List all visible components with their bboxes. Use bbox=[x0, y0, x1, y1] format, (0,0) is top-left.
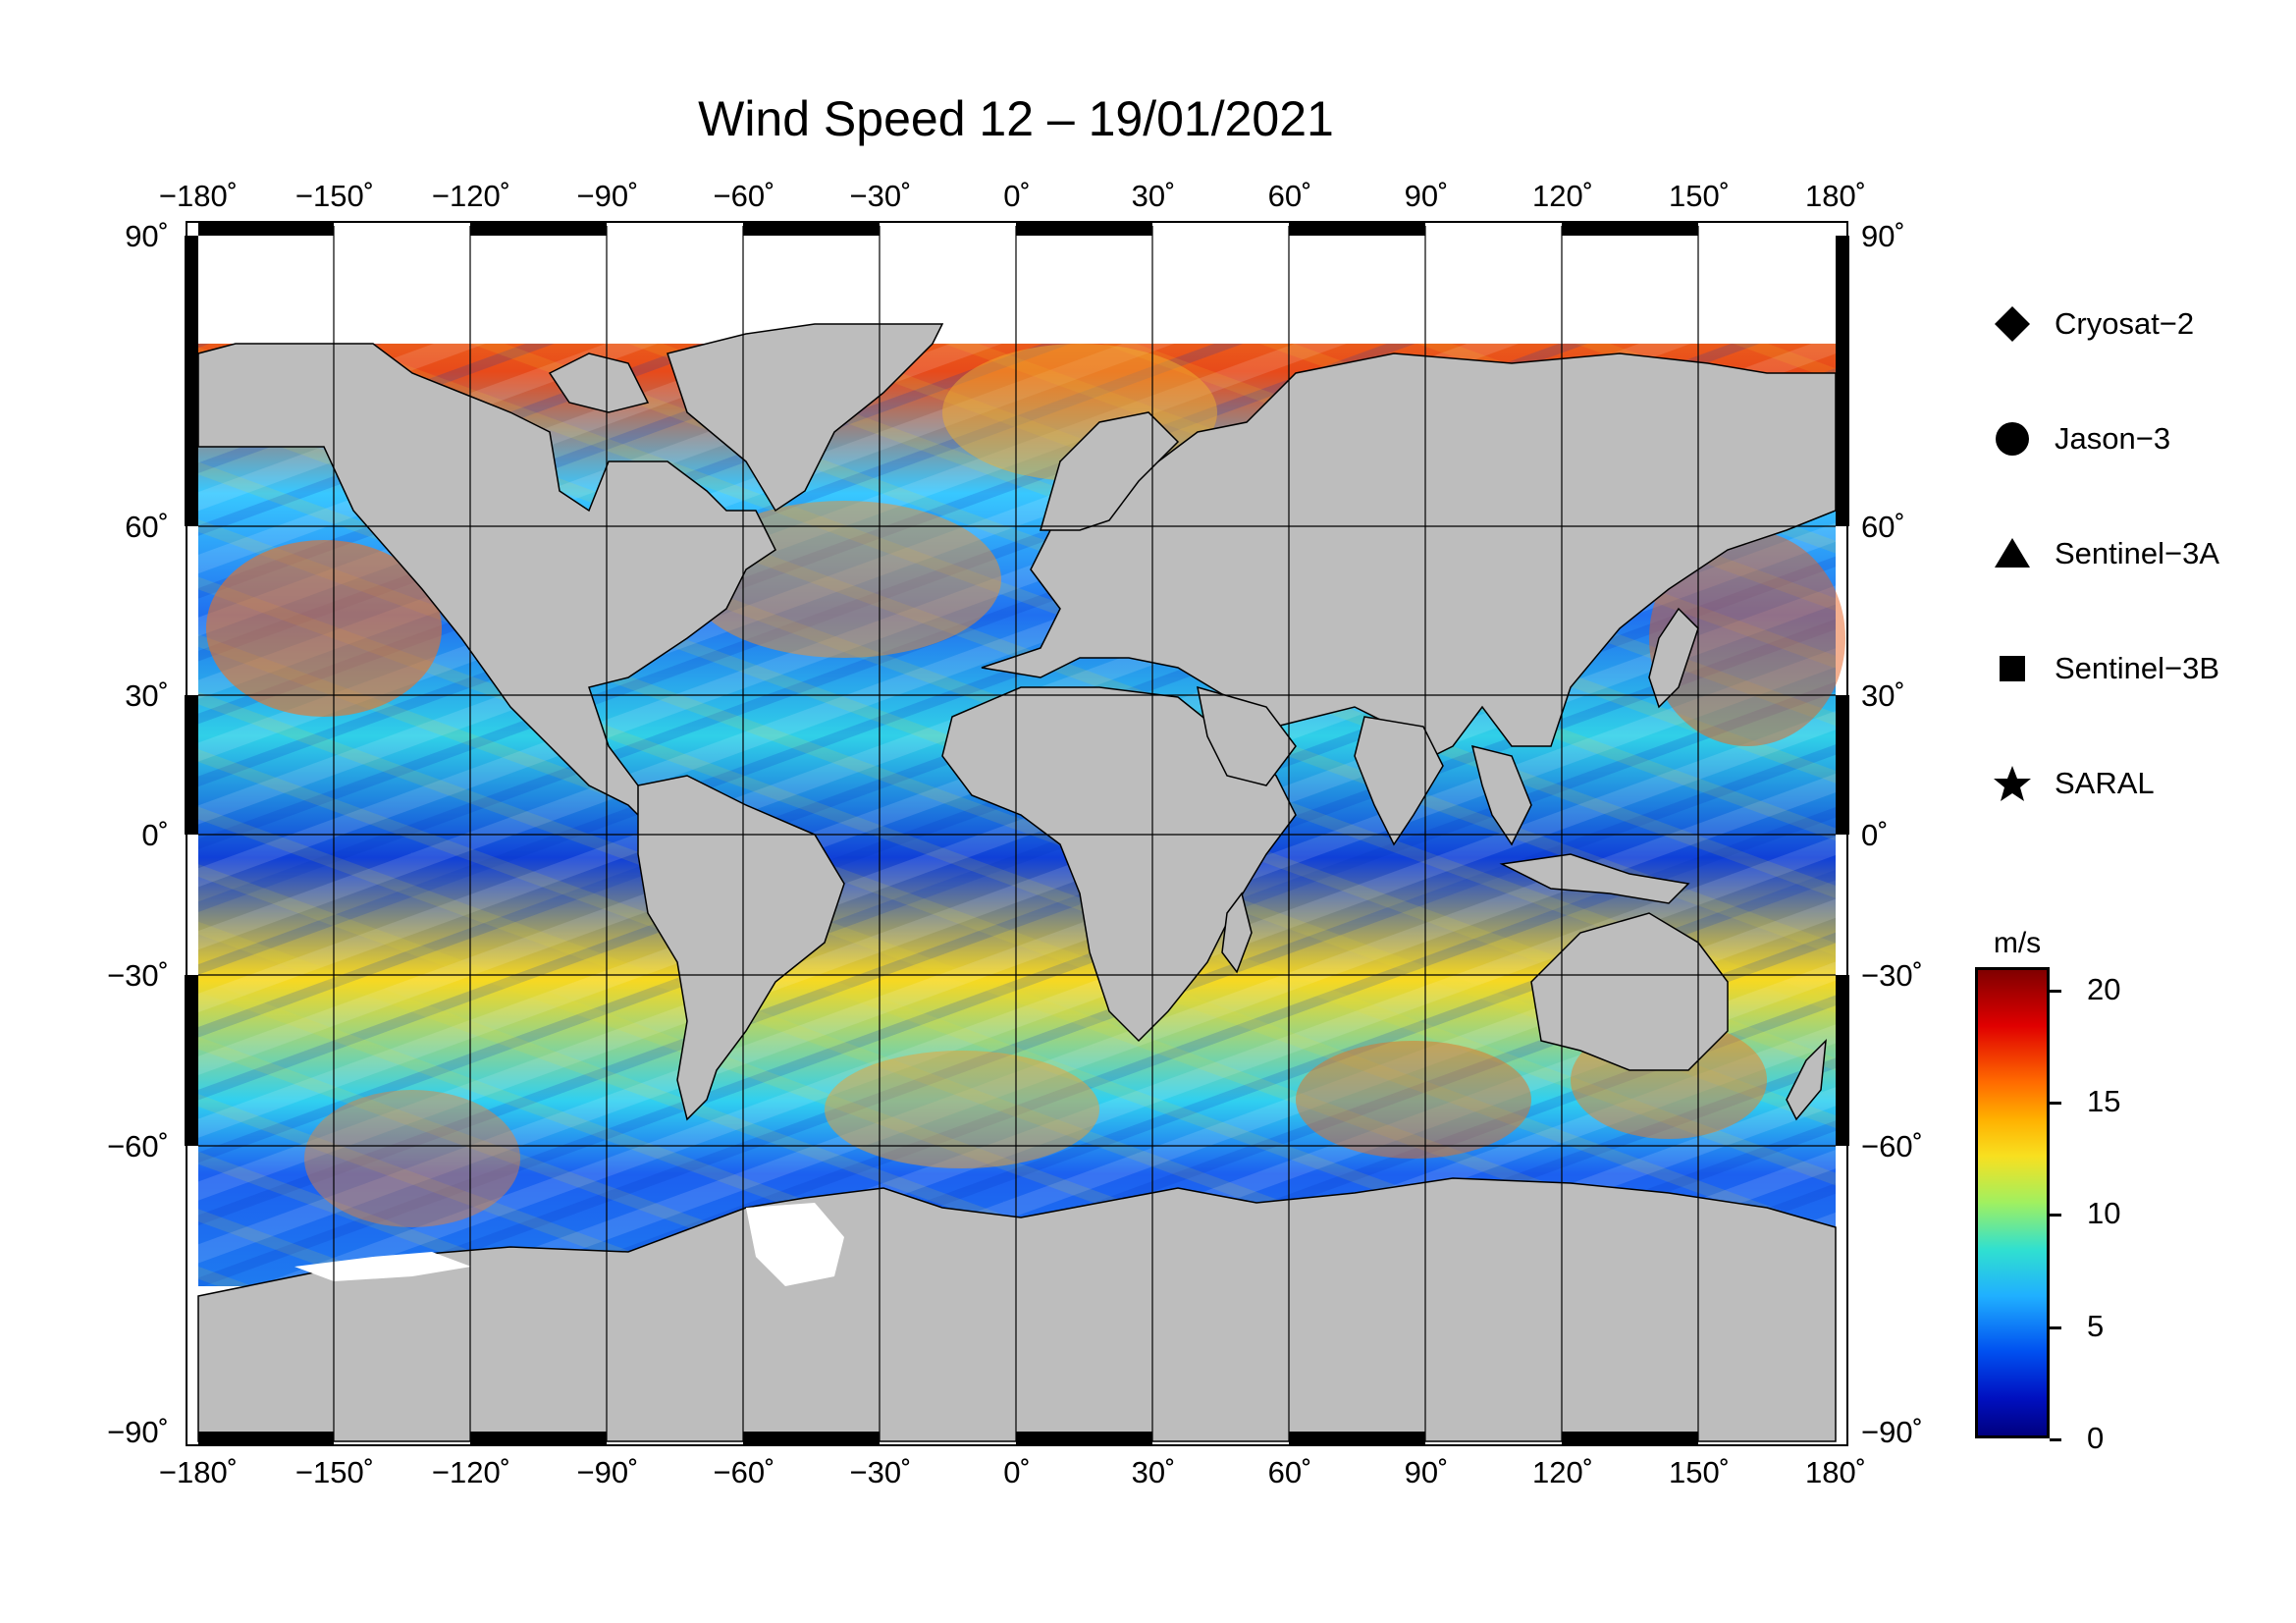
latitude-tick-label: −90˚ bbox=[1861, 1415, 1923, 1449]
map-title: Wind Speed 12 – 19/01/2021 bbox=[698, 91, 1334, 146]
legend-label: Jason−3 bbox=[2055, 421, 2171, 456]
longitude-tick-label: 30˚ bbox=[1132, 179, 1176, 213]
colorbar-tick-mark bbox=[2050, 1102, 2061, 1106]
map-border bbox=[185, 221, 1849, 1446]
latitude-tick-label: −30˚ bbox=[1861, 958, 1923, 993]
longitude-tick-label: 120˚ bbox=[1532, 179, 1593, 213]
longitude-tick-label: −30˚ bbox=[850, 179, 912, 213]
longitude-tick-label: 90˚ bbox=[1405, 1455, 1449, 1489]
latitude-tick-label: 90˚ bbox=[1861, 219, 1905, 253]
longitude-tick-label: −150˚ bbox=[295, 1455, 374, 1489]
legend-label: Sentinel−3B bbox=[2055, 651, 2220, 685]
longitude-tick-label: −180˚ bbox=[159, 1455, 238, 1489]
longitude-tick-label: −30˚ bbox=[850, 1455, 912, 1489]
longitude-tick-label: −150˚ bbox=[295, 179, 374, 213]
latitude-tick-label: −60˚ bbox=[1861, 1129, 1923, 1163]
legend-item-jason: Jason−3 bbox=[1993, 409, 2296, 468]
longitude-tick-label: 0˚ bbox=[1003, 179, 1031, 213]
latitude-tick-label: −90˚ bbox=[107, 1415, 169, 1449]
latitude-tick-label: 30˚ bbox=[125, 678, 169, 713]
colorbar-tick-label: 10 bbox=[2087, 1196, 2121, 1231]
latitude-tick-label: 30˚ bbox=[1861, 678, 1905, 713]
legend-label: SARAL bbox=[2055, 766, 2155, 800]
longitude-tick-label: 60˚ bbox=[1268, 1455, 1312, 1489]
longitude-tick-label: −60˚ bbox=[714, 1455, 775, 1489]
legend-item-saral: SARAL bbox=[1993, 754, 2296, 813]
diamond-icon bbox=[1995, 306, 2030, 342]
legend-item-sentinel-3a: Sentinel−3A bbox=[1993, 524, 2296, 583]
triangle-icon bbox=[1995, 538, 2030, 568]
latitude-tick-label: −30˚ bbox=[107, 958, 169, 993]
colorbar-tick-mark bbox=[2050, 989, 2061, 993]
latitude-labels-right: 90˚ 60˚ 30˚ 0˚ −30˚ −60˚ −90˚ bbox=[1861, 219, 1923, 1449]
latitude-tick-label: 60˚ bbox=[1861, 510, 1905, 544]
longitude-tick-label: 90˚ bbox=[1405, 179, 1449, 213]
circle-icon bbox=[1996, 422, 2029, 456]
graticule bbox=[198, 226, 1836, 1441]
longitude-tick-label: −60˚ bbox=[714, 179, 775, 213]
longitude-labels-bottom: −180˚ −150˚ −120˚ −90˚ −60˚ −30˚ 0˚ 30˚ 60˚ 90˚ 12… bbox=[159, 1455, 1866, 1489]
longitude-tick-label: 0˚ bbox=[1003, 1455, 1031, 1489]
legend-item-cryosat: Cryosat−2 bbox=[1993, 295, 2296, 353]
longitude-tick-label: −180˚ bbox=[159, 179, 238, 213]
longitude-tick-label: −120˚ bbox=[432, 1455, 510, 1489]
longitude-tick-label: −90˚ bbox=[577, 179, 639, 213]
colorbar-tick-mark bbox=[2050, 1438, 2061, 1441]
star-icon bbox=[1994, 766, 2031, 801]
ice-shelves bbox=[294, 1203, 844, 1286]
legend-label: Cryosat−2 bbox=[2055, 306, 2195, 341]
latitude-tick-label: 60˚ bbox=[125, 510, 169, 544]
longitude-tick-label: 30˚ bbox=[1132, 1455, 1176, 1489]
colorbar-tick-label: 15 bbox=[2087, 1084, 2121, 1119]
colorbar-tick-mark bbox=[2050, 1325, 2061, 1329]
latitude-tick-label: 90˚ bbox=[125, 219, 169, 253]
latitude-labels-left: 90˚ 60˚ 30˚ 0˚ −30˚ −60˚ −90˚ bbox=[107, 219, 169, 1449]
colorbar bbox=[1975, 967, 2050, 1438]
longitude-tick-label: 60˚ bbox=[1268, 179, 1312, 213]
longitude-labels-top: −180˚ −150˚ −120˚ −90˚ −60˚ −30˚ 0˚ 30˚ 60˚ 90˚ 12… bbox=[159, 179, 1866, 213]
longitude-tick-label: 180˚ bbox=[1805, 179, 1866, 213]
colorbar-unit: m/s bbox=[1993, 927, 2042, 959]
land-masses bbox=[197, 323, 1837, 1442]
longitude-tick-label: 180˚ bbox=[1805, 1455, 1866, 1489]
legend-item-sentinel-3b: Sentinel−3B bbox=[1993, 639, 2296, 698]
colorbar-tick-label: 0 bbox=[2087, 1421, 2105, 1455]
longitude-tick-label: −90˚ bbox=[577, 1455, 639, 1489]
legend-label: Sentinel−3A bbox=[2055, 536, 2220, 570]
longitude-tick-label: 150˚ bbox=[1669, 1455, 1730, 1489]
latitude-tick-label: −60˚ bbox=[107, 1129, 169, 1163]
longitude-tick-label: −120˚ bbox=[432, 179, 510, 213]
colorbar-tick-label: 5 bbox=[2087, 1308, 2105, 1343]
colorbar-tick-mark bbox=[2050, 1214, 2061, 1217]
square-icon bbox=[2000, 656, 2025, 681]
latitude-tick-label: 0˚ bbox=[1861, 818, 1889, 852]
longitude-tick-label: 150˚ bbox=[1669, 179, 1730, 213]
latitude-tick-label: 0˚ bbox=[141, 818, 169, 852]
colorbar-tick-label: 20 bbox=[2087, 971, 2121, 1006]
longitude-tick-label: 120˚ bbox=[1532, 1455, 1593, 1489]
